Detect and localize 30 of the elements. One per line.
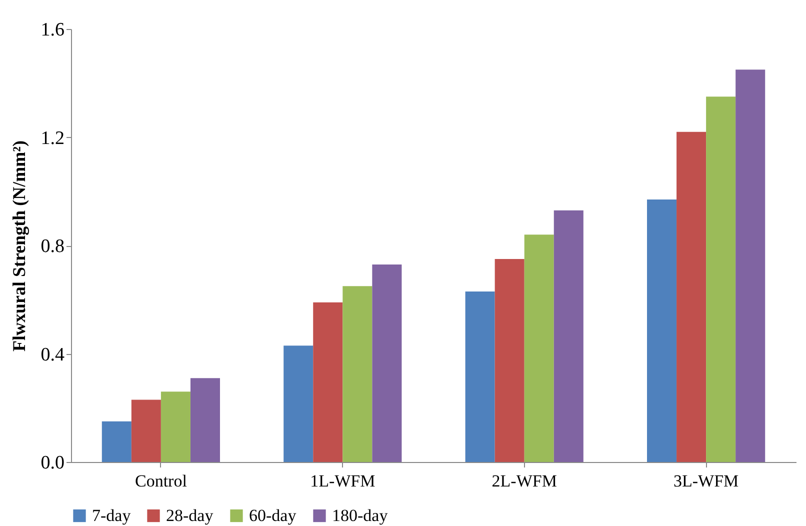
bar xyxy=(524,234,554,462)
legend-label: 60-day xyxy=(249,506,297,525)
bar xyxy=(372,264,402,462)
y-tick-label: 1.2 xyxy=(40,128,64,149)
x-tick-label: 2L-WFM xyxy=(492,472,557,490)
bar xyxy=(190,378,220,462)
y-tick-label: 0.0 xyxy=(40,452,64,474)
bar xyxy=(102,421,132,462)
bar xyxy=(647,199,677,462)
x-tick-label: Control xyxy=(134,472,188,490)
bar xyxy=(676,132,706,462)
y-tick-label: 1.6 xyxy=(40,20,64,40)
bar xyxy=(494,259,524,462)
legend-label: 7-day xyxy=(92,506,132,525)
bar xyxy=(160,392,190,462)
y-axis-title: Flwxural Strength (N/mm²) xyxy=(8,140,29,352)
x-tick-label: 1L-WFM xyxy=(310,472,376,490)
x-tick-label: 3L-WFM xyxy=(673,472,739,490)
bar xyxy=(284,346,314,462)
bar xyxy=(554,210,584,462)
y-tick-label: 0.4 xyxy=(40,344,65,366)
bar xyxy=(342,286,372,462)
legend-label: 28-day xyxy=(166,506,214,525)
bar xyxy=(736,70,766,462)
bar xyxy=(313,302,343,462)
legend-label: 180-day xyxy=(332,506,388,525)
y-tick-label: 0.8 xyxy=(40,236,64,257)
bar xyxy=(706,96,736,462)
bar xyxy=(465,292,495,462)
bar xyxy=(131,400,161,462)
